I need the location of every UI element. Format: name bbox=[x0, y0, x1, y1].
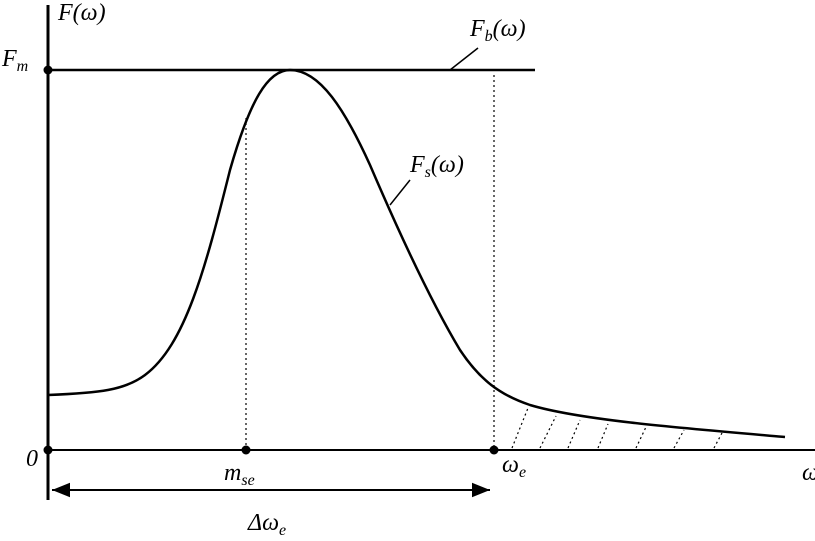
omega-e-label: ωe bbox=[502, 452, 526, 481]
fs-leader bbox=[389, 179, 411, 206]
mse-label: mse bbox=[224, 460, 255, 489]
fs-curve bbox=[47, 68, 786, 439]
points bbox=[43, 65, 499, 455]
point bbox=[43, 65, 53, 75]
fb-label: Fb(ω) bbox=[469, 16, 526, 45]
point bbox=[241, 445, 251, 455]
fb-leader bbox=[449, 47, 479, 71]
hatch bbox=[511, 407, 723, 449]
origin-label: 0 bbox=[26, 446, 38, 472]
fm-label: Fm bbox=[1, 46, 28, 75]
fs-label: Fs(ω) bbox=[409, 152, 464, 181]
point bbox=[489, 445, 499, 455]
delta-omega-label: Δωe bbox=[247, 510, 286, 539]
y-axis-label: F(ω) bbox=[57, 0, 106, 26]
point bbox=[43, 445, 53, 455]
axes bbox=[46, 5, 815, 500]
x-axis-label: ω bbox=[802, 460, 815, 486]
